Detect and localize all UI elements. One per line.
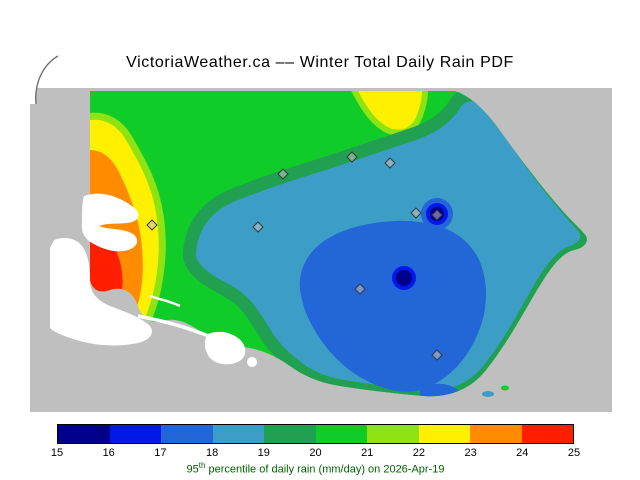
colorbar-tick-label: 15	[50, 447, 64, 459]
station-marker-icon	[346, 151, 358, 163]
caption-ordinal: th	[198, 461, 206, 470]
colorbar-segment	[58, 425, 110, 443]
station-marker-icon	[410, 207, 422, 219]
colorbar-segment	[470, 425, 522, 443]
page-title: VictoriaWeather.ca –– Winter Total Daily…	[126, 54, 514, 71]
colorbar-segment	[264, 425, 316, 443]
colorbar-caption: 95th percentile of daily rain (mm/day) o…	[57, 461, 574, 476]
station-marker-icon	[277, 168, 289, 180]
caption-number: 95	[186, 463, 199, 476]
station-markers	[146, 151, 443, 361]
colorbar-tick-label: 22	[412, 447, 426, 459]
channel-line	[137, 314, 223, 344]
colorbar-segment	[367, 425, 419, 443]
station-marker-icon	[431, 209, 443, 221]
contour-region-yellow-top	[358, 91, 422, 130]
colorbar-tick-label: 21	[361, 447, 374, 459]
colorbar-segment	[521, 425, 573, 443]
caption-text: percentile of daily rain (mm/day) on 202…	[205, 463, 445, 476]
sea-inlet	[81, 193, 139, 252]
station-marker-icon	[252, 221, 264, 233]
colorbar-segment	[161, 425, 213, 443]
colorbar-tick-label: 20	[309, 447, 322, 459]
colorbar-tick-label: 16	[102, 447, 115, 459]
islet	[482, 391, 494, 397]
colorbar-tick-label: 18	[205, 447, 219, 459]
station-marker-icon	[354, 283, 366, 295]
colorbar-tick-label: 24	[516, 447, 529, 459]
channel-line-2	[149, 294, 181, 308]
station-marker-icon	[384, 157, 396, 169]
islet-2	[501, 385, 509, 391]
coastline-corner-stroke	[35, 55, 59, 105]
colorbar-segment	[212, 425, 264, 443]
colorbar	[57, 424, 574, 444]
contour-region-blue	[299, 220, 486, 392]
colorbar-tick-label: 17	[154, 447, 167, 459]
station-marker-icon	[431, 349, 443, 361]
contour-spot2-navy	[396, 270, 412, 286]
colorbar-segment	[315, 425, 367, 443]
colorbar-segment	[418, 425, 470, 443]
colorbar-tick-label: 19	[257, 447, 270, 459]
coastline-corner	[27, 56, 58, 104]
colorbar-ticks: 15 16 17 18 19 20 21 22 23 24 25	[51, 447, 580, 459]
sea-harbor-2	[247, 357, 257, 367]
station-marker-icon	[146, 219, 158, 231]
colorbar-tick-label: 23	[464, 447, 477, 459]
colorbar-segment	[109, 425, 161, 443]
colorbar-tick-label: 25	[567, 447, 581, 459]
sea-west	[50, 238, 152, 346]
